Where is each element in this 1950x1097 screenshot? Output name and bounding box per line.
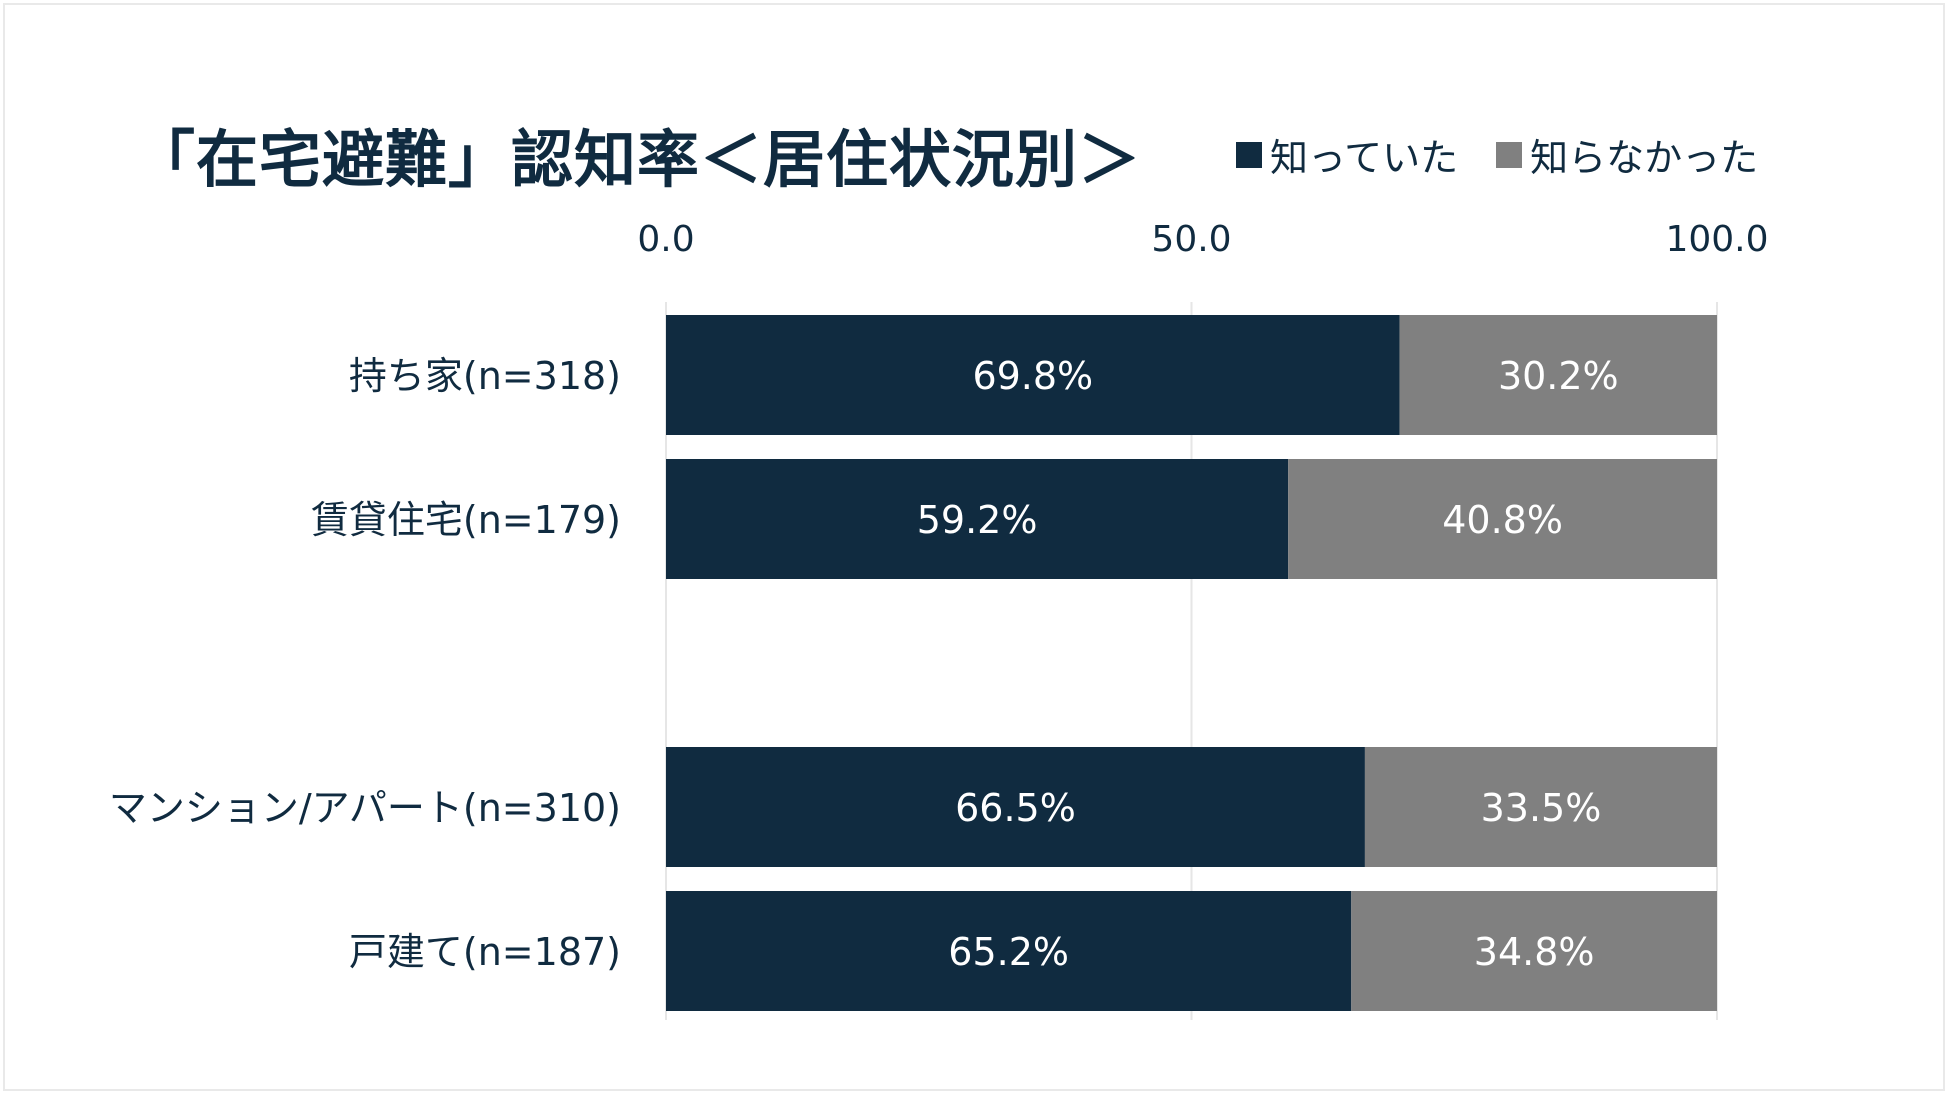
data-label: 40.8% (1442, 498, 1563, 542)
bars: 69.8% 30.2% 59.2% 40.8% 66.5% 33.5% 65.2% 34.8% (666, 315, 1717, 1011)
x-tick-label: 100.0 (1665, 219, 1768, 260)
bar-segment (666, 459, 1289, 579)
bar-segment (1351, 891, 1717, 1011)
legend-swatch-unknown (1496, 141, 1523, 168)
data-label: 34.8% (1474, 930, 1595, 974)
x-tick-label: 50.0 (1151, 219, 1231, 260)
bar-segment (1364, 747, 1717, 867)
chart-title: 「在宅避難」認知率＜居住状況別＞ (133, 123, 1142, 196)
bar-segment (666, 747, 1365, 867)
bar-segment (666, 315, 1400, 435)
category-label: 戸建て(n=187) (349, 930, 621, 974)
x-tick-label: 0.0 (637, 219, 694, 260)
data-label: 66.5% (955, 786, 1076, 830)
data-label: 65.2% (948, 930, 1069, 974)
legend-item-unknown: 知らなかった (1496, 127, 1758, 182)
category-labels: 持ち家(n=318) 賃貸住宅(n=179) マンション/アパート(n=310) 戸建… (109, 354, 621, 974)
legend-swatch-known (1236, 141, 1262, 168)
data-label: 59.2% (917, 498, 1038, 542)
bar-segment (1288, 459, 1717, 579)
bar-segment (1399, 315, 1717, 435)
legend-label-known: 知っていた (1270, 136, 1459, 180)
category-label: 賃貸住宅(n=179) (311, 498, 621, 542)
legend-label-unknown: 知らなかった (1530, 136, 1759, 180)
data-label: 30.2% (1498, 354, 1619, 398)
category-label: マンション/アパート(n=310) (109, 786, 621, 830)
bar-segment (666, 891, 1352, 1011)
category-label: 持ち家(n=318) (349, 354, 621, 398)
data-label: 33.5% (1481, 786, 1602, 830)
data-label: 69.8% (972, 354, 1093, 398)
chart-legend: 知っていた 知らなかった (1236, 127, 1796, 182)
legend-item-known: 知っていた (1236, 127, 1458, 182)
x-axis-ticks: 0.0 50.0 100.0 (637, 219, 1768, 260)
